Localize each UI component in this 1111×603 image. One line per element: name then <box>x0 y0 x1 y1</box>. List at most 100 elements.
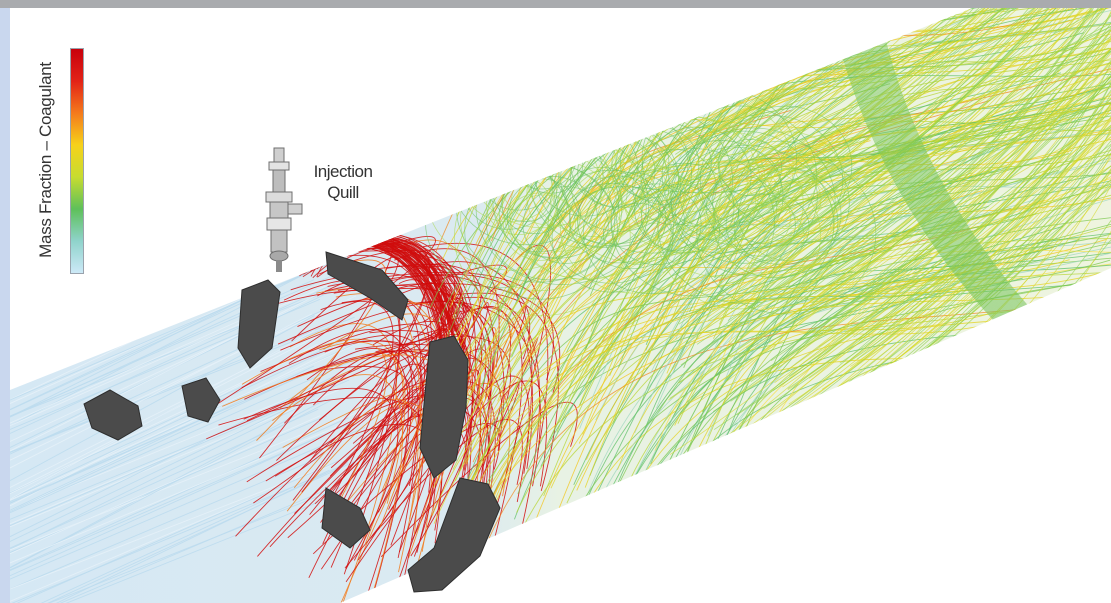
streamline <box>675 226 1111 480</box>
streamline <box>724 8 1111 231</box>
streamline <box>787 8 1111 390</box>
streamline <box>442 190 1111 449</box>
streamline <box>723 8 1111 130</box>
streamline <box>747 8 1111 309</box>
streamline <box>10 394 316 542</box>
streamline <box>10 315 351 453</box>
streamline <box>431 125 853 380</box>
streamline <box>773 8 1111 184</box>
streamline <box>617 237 1111 483</box>
streamline <box>265 423 436 557</box>
streamline <box>818 45 1111 347</box>
streamline <box>560 350 1111 560</box>
streamline <box>320 300 394 502</box>
streamline <box>10 251 356 401</box>
streamline <box>644 206 1111 521</box>
streamline <box>696 8 1111 146</box>
streamline <box>718 138 783 197</box>
streamline <box>808 49 1111 379</box>
streamline <box>733 204 805 269</box>
streamline <box>706 8 1111 266</box>
streamline <box>710 8 1111 258</box>
streamline <box>765 8 1111 206</box>
streamline <box>853 8 1111 338</box>
streamline <box>813 8 1111 336</box>
streamline <box>633 150 1111 498</box>
streamline <box>800 8 1111 160</box>
streamline <box>10 260 333 411</box>
streamline <box>356 357 492 485</box>
streamline <box>547 169 674 284</box>
callout-line-2: Quill <box>327 183 359 202</box>
streamline <box>10 410 363 551</box>
streamline <box>10 398 315 550</box>
streamline <box>10 452 361 590</box>
streamline <box>747 8 1111 196</box>
streamline <box>770 8 1111 274</box>
streamline <box>319 249 464 355</box>
streamline <box>725 8 1111 130</box>
streamline <box>10 347 333 500</box>
streamline <box>804 8 1111 300</box>
streamline <box>828 8 1111 332</box>
streamline <box>782 65 1111 388</box>
callout-line-1: Injection <box>313 162 373 181</box>
streamline <box>695 8 1111 255</box>
streamline <box>775 8 1111 233</box>
streamline <box>588 247 893 512</box>
streamline <box>10 257 337 427</box>
streamline <box>839 8 1111 364</box>
streamline <box>727 8 1111 239</box>
streamline <box>578 250 1111 544</box>
streamline <box>733 126 1111 446</box>
streamline <box>683 57 1111 368</box>
streamline <box>843 8 1111 366</box>
streamline <box>682 210 1111 507</box>
streamline <box>10 426 366 580</box>
streamline <box>10 329 315 500</box>
streamline <box>750 8 1111 147</box>
streamline <box>577 172 685 270</box>
streamline <box>10 400 331 569</box>
streamline <box>670 130 818 264</box>
streamline <box>632 149 717 226</box>
streamline <box>272 374 403 603</box>
streamline <box>283 279 401 568</box>
streamline <box>746 146 818 211</box>
streamline <box>683 159 774 242</box>
streamline <box>600 292 1111 558</box>
streamline <box>368 333 483 376</box>
injection-quill-callout: Injection Quill <box>298 161 388 203</box>
streamline <box>805 26 1111 336</box>
streamline <box>10 268 365 427</box>
streamline <box>721 197 1111 445</box>
pipe-flow-visualization <box>10 8 1111 603</box>
streamline <box>723 8 1111 134</box>
streamline <box>785 8 1111 299</box>
streamline <box>746 8 1111 181</box>
streamline <box>471 306 511 472</box>
streamline <box>10 420 358 572</box>
streamline <box>708 8 1111 149</box>
streamline <box>677 8 1111 217</box>
streamline <box>288 329 413 602</box>
streamline <box>795 8 1111 159</box>
top-frame-bar <box>0 0 1111 8</box>
streamline <box>804 88 1111 403</box>
streamline <box>775 8 1111 140</box>
static-mixer-vane-icon <box>83 251 501 593</box>
streamline <box>492 52 1111 379</box>
streamline <box>588 80 1111 379</box>
streamline <box>669 11 1111 344</box>
streamline <box>850 60 1111 367</box>
streamline <box>396 302 489 586</box>
streamline <box>10 295 357 461</box>
streamline <box>324 334 425 398</box>
streamline <box>446 26 1068 376</box>
streamline <box>783 31 1111 414</box>
streamline <box>660 8 1111 153</box>
streamline <box>10 389 340 528</box>
streamline <box>296 349 479 557</box>
streamline <box>756 8 1111 218</box>
streamline <box>10 417 349 571</box>
